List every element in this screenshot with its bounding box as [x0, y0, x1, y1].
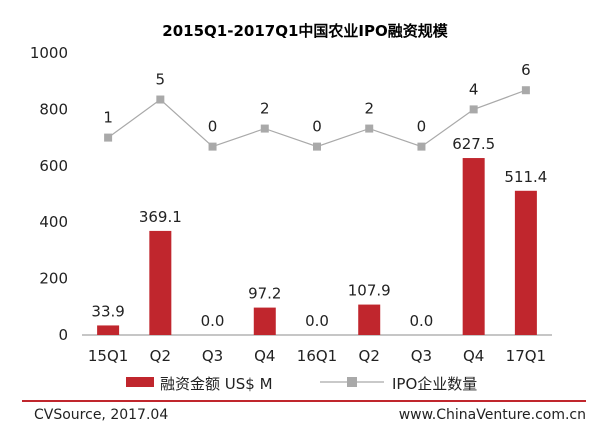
y-tick-label: 0: [58, 326, 68, 344]
y-axis: 0 200 400 600 800 1000: [30, 44, 68, 344]
x-tick-label: Q4: [254, 347, 275, 365]
bar: [462, 158, 485, 335]
x-tick-label: 16Q1: [297, 347, 337, 365]
chart-title: 2015Q1-2017Q1中国农业IPO融资规模: [162, 22, 448, 40]
x-tick-label: Q2: [150, 347, 171, 365]
y-tick-label: 1000: [30, 44, 68, 62]
bar: [149, 230, 172, 335]
line-data-label: 2: [260, 100, 270, 118]
x-tick-label: Q2: [359, 347, 380, 365]
bar-data-label: 627.5: [452, 135, 495, 153]
y-tick-label: 200: [39, 270, 68, 288]
x-tick-label: Q3: [202, 347, 223, 365]
bar-data-label: 0.0: [410, 312, 434, 330]
line-data-label: 0: [417, 118, 427, 136]
x-tick-label: 17Q1: [506, 347, 546, 365]
line-point: [260, 124, 269, 133]
bar-data-label: 369.1: [139, 208, 182, 226]
line-point: [104, 133, 113, 142]
legend-swatch-bar: [126, 377, 154, 387]
bar: [358, 304, 381, 335]
line-data-label: 0: [312, 118, 322, 136]
footer-source: CVSource, 2017.04: [34, 407, 168, 423]
y-tick-label: 600: [39, 157, 68, 175]
line-point: [156, 95, 165, 104]
bar-data-labels: 33.9 369.1 0.0 97.2 0.0 107.9 0.0 627.5 511.4: [91, 135, 547, 330]
bar: [253, 307, 276, 335]
footer-website[interactable]: www.ChinaVenture.com.cn: [399, 407, 586, 423]
bar: [97, 325, 120, 335]
bar-data-label: 511.4: [504, 168, 547, 186]
y-tick-label: 400: [39, 213, 68, 231]
line-point: [469, 105, 478, 114]
line-series: [104, 86, 530, 151]
bar-data-label: 107.9: [348, 282, 391, 300]
x-axis: 15Q1 Q2 Q3 Q4 16Q1 Q2 Q3 Q4 17Q1: [88, 347, 546, 365]
line-data-label: 4: [469, 80, 479, 98]
bar-data-label: 33.9: [91, 302, 124, 320]
legend-label-line: IPO企业数量: [392, 375, 477, 393]
bar-data-label: 97.2: [248, 285, 281, 303]
line-data-label: 1: [103, 109, 113, 127]
bar-data-label: 0.0: [305, 312, 329, 330]
line-data-labels: 1 5 0 2 0 2 0 4 6: [103, 61, 530, 135]
x-tick-label: Q4: [463, 347, 484, 365]
line-point: [521, 86, 530, 95]
x-tick-label: 15Q1: [88, 347, 128, 365]
line-data-label: 2: [364, 100, 374, 118]
line-data-label: 6: [521, 61, 531, 79]
x-tick-label: Q3: [411, 347, 432, 365]
line-point: [417, 142, 426, 151]
bar-series: [97, 158, 537, 335]
legend-marker-line: [347, 377, 357, 387]
bar-data-label: 0.0: [201, 312, 225, 330]
line-data-label: 5: [156, 71, 166, 89]
line-point: [313, 142, 321, 151]
line-point: [365, 124, 374, 133]
bar: [514, 190, 537, 335]
y-tick-label: 800: [39, 100, 68, 118]
line-data-label: 0: [208, 118, 218, 136]
legend-label-bar: 融资金额 US$ M: [160, 375, 273, 393]
line-point: [208, 142, 217, 151]
